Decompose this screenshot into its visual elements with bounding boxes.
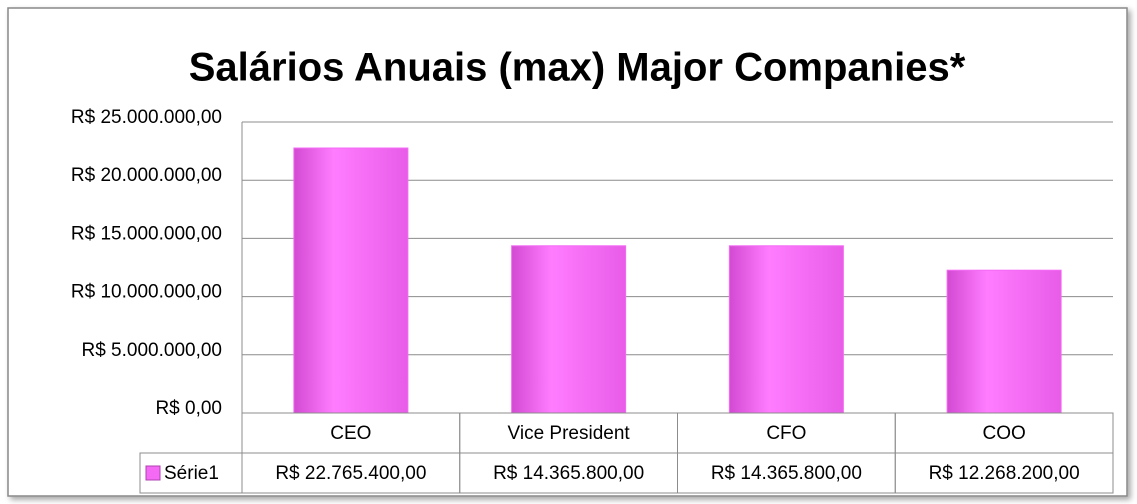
- value-label: R$ 22.765.400,00: [275, 463, 426, 484]
- x-tick-label: CFO: [766, 423, 806, 444]
- x-tick-label: Vice President: [508, 423, 631, 444]
- value-label: R$ 14.365.800,00: [711, 463, 862, 484]
- y-tick-label: R$ 5.000.000,00: [81, 340, 222, 361]
- bar: [511, 245, 627, 414]
- bar: [946, 269, 1062, 414]
- chart-title: Salários Anuais (max) Major Companies*: [189, 46, 966, 90]
- legend-label: Série1: [164, 463, 219, 484]
- y-tick-label: R$ 20.000.000,00: [71, 165, 222, 186]
- table-cell: [894, 452, 1114, 494]
- y-tick-label: R$ 10.000.000,00: [71, 282, 222, 303]
- legend-swatch: [145, 465, 161, 481]
- y-tick-label: R$ 0,00: [155, 398, 222, 419]
- y-tick-label: R$ 25.000.000,00: [71, 107, 222, 128]
- value-label: R$ 12.268.200,00: [929, 463, 1080, 484]
- y-tick-label: R$ 15.000.000,00: [71, 223, 222, 244]
- value-label: R$ 14.365.800,00: [493, 463, 644, 484]
- x-tick-label: CEO: [330, 423, 371, 444]
- x-tick-label: COO: [982, 423, 1025, 444]
- bar: [293, 147, 409, 414]
- bar: [728, 245, 844, 414]
